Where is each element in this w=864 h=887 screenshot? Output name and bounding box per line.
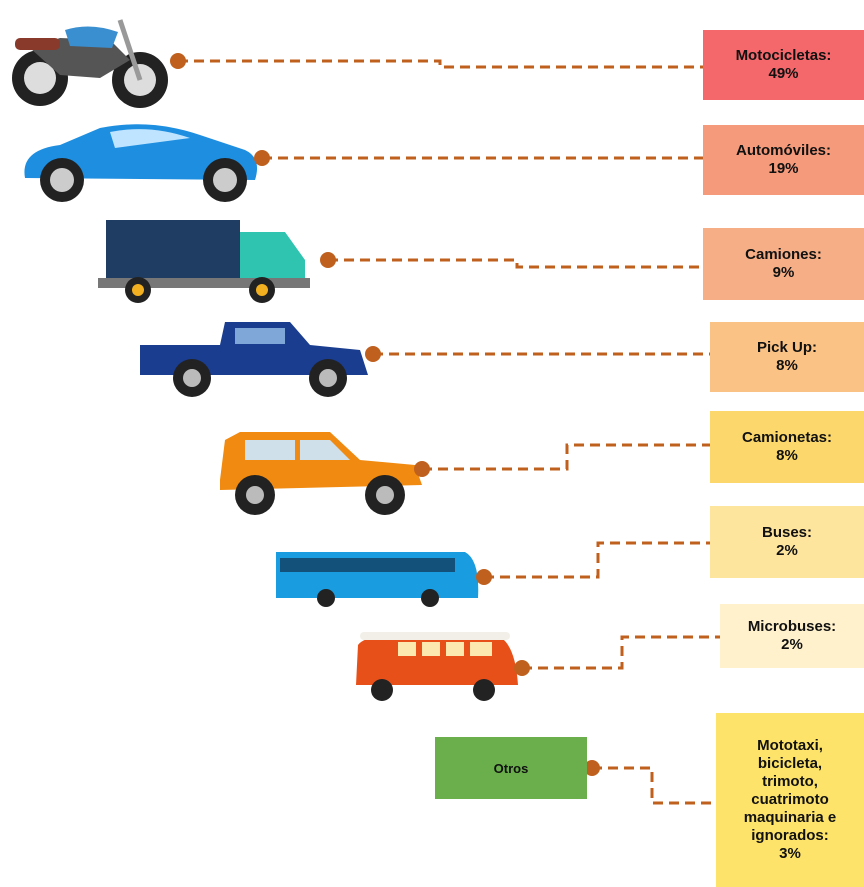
connector-dot: [476, 569, 492, 585]
category-box: Camionetas: 8%: [710, 411, 864, 483]
connector-dot: [584, 760, 600, 776]
suv-icon: [220, 432, 422, 515]
bus-icon: [276, 552, 479, 607]
connector-dot: [514, 660, 530, 676]
category-percent: 3%: [779, 845, 801, 862]
connector-dot: [254, 150, 270, 166]
connector-dot: [365, 346, 381, 362]
category-label: ignorados:: [751, 827, 829, 844]
pickup-icon: [140, 322, 368, 397]
connectors: [170, 53, 720, 805]
car-icon: [24, 124, 258, 202]
connector-dot: [170, 53, 186, 69]
connector-dot: [414, 461, 430, 477]
category-label: Camiones:: [745, 246, 822, 263]
category-percent: 49%: [768, 65, 799, 82]
connector: [178, 59, 703, 69]
category-percent: 19%: [768, 160, 799, 177]
connector-dot: [320, 252, 336, 268]
category-box: Automóviles: 19%: [703, 125, 864, 195]
connector: [592, 766, 716, 805]
motorcycle-icon: [12, 19, 168, 108]
category-box: Buses: 2%: [710, 506, 864, 578]
category-label: bicicleta,: [757, 755, 823, 772]
category-percent: 2%: [781, 636, 803, 653]
category-box: Mototaxi, bicicleta, trimoto, cuatrimoto maq…: [716, 713, 864, 887]
category-label: maquinaria e: [743, 809, 837, 826]
category-label: Pick Up:: [756, 339, 817, 356]
connector: [484, 541, 710, 579]
van-icon: [356, 632, 518, 701]
category-percent: 9%: [772, 264, 795, 281]
category-percent: 8%: [776, 447, 798, 464]
category-label: cuatrimoto: [751, 791, 829, 808]
category-percent: 2%: [776, 542, 798, 559]
category-box: Pick Up: 8%: [710, 322, 864, 392]
connector: [422, 443, 710, 471]
connector: [522, 635, 720, 670]
category-label: trimoto,: [762, 773, 818, 790]
category-label: Buses:: [761, 524, 813, 541]
truck-icon: [98, 220, 310, 303]
category-label: Mototaxi,: [757, 737, 823, 754]
otros-box: Otros: [435, 737, 587, 799]
category-box: Microbuses: 2%: [720, 604, 864, 668]
category-percent: 8%: [776, 357, 798, 374]
category-box: Camiones: 9%: [703, 228, 864, 300]
category-label: Camionetas:: [741, 429, 833, 446]
category-label: Motocicletas:: [735, 47, 832, 64]
category-box: Motocicletas: 49%: [703, 30, 864, 100]
connector: [328, 258, 703, 269]
category-label: Automóviles:: [735, 142, 831, 159]
category-label: Microbuses:: [747, 618, 837, 635]
